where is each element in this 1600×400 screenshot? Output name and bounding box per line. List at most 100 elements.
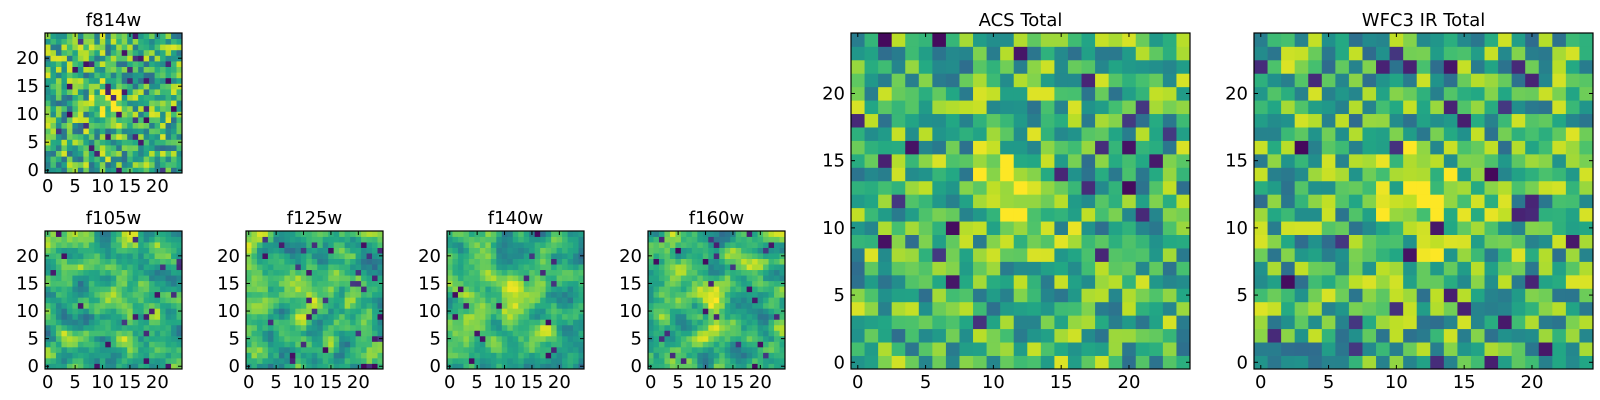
heatmap-cell xyxy=(1335,33,1350,47)
heatmap-cell xyxy=(959,315,974,330)
heatmap-cell xyxy=(768,297,775,304)
heatmap-cell xyxy=(648,302,654,309)
heatmap-cell xyxy=(551,352,557,359)
heatmap-cell xyxy=(165,72,172,79)
heatmap-cell xyxy=(1457,86,1472,101)
heatmap-cell xyxy=(864,140,879,155)
heatmap-cell xyxy=(45,77,51,84)
heatmap-cell xyxy=(468,247,475,254)
heatmap-cell xyxy=(1443,355,1458,370)
heatmap-cell xyxy=(171,357,177,364)
heatmap-cell xyxy=(686,346,693,353)
heatmap-cell xyxy=(1565,315,1580,330)
heatmap-cell xyxy=(658,231,665,237)
heatmap-cell xyxy=(713,247,720,254)
heatmap-cell xyxy=(551,297,557,304)
heatmap-cell xyxy=(540,247,547,254)
heatmap-cell xyxy=(251,269,258,276)
heatmap-cell xyxy=(653,247,660,254)
heatmap-cell xyxy=(1254,180,1268,195)
heatmap-cell xyxy=(932,261,947,276)
heatmap-cell xyxy=(1027,180,1042,195)
heatmap-cell xyxy=(127,302,134,309)
heatmap-cell xyxy=(116,247,123,254)
heatmap-cell xyxy=(372,352,378,359)
heatmap-cell xyxy=(171,145,177,151)
heatmap-cell xyxy=(891,221,906,235)
heatmap-cell xyxy=(1294,73,1309,88)
heatmap-cell xyxy=(339,363,346,370)
heatmap-cell xyxy=(851,46,865,61)
heatmap-cell xyxy=(83,100,90,107)
heatmap-cell xyxy=(154,100,161,107)
heatmap-cell xyxy=(83,324,90,331)
heatmap-cell xyxy=(562,286,568,293)
heatmap-cell xyxy=(680,335,687,342)
heatmap-cell xyxy=(702,297,709,304)
heatmap-cell xyxy=(1267,355,1282,370)
heatmap-cell xyxy=(61,302,68,309)
heatmap-cell xyxy=(72,122,79,129)
heatmap-cell xyxy=(463,346,470,353)
heatmap-cell xyxy=(932,140,947,155)
heatmap-cell xyxy=(1108,288,1123,303)
heatmap-cell xyxy=(300,297,307,304)
heatmap-cell xyxy=(1525,127,1540,141)
heatmap-cell xyxy=(768,308,775,315)
heatmap-cell xyxy=(675,313,682,320)
heatmap-cell xyxy=(50,280,57,287)
heatmap-cell xyxy=(1081,46,1096,61)
heatmap-cell xyxy=(490,319,497,326)
heatmap-cell xyxy=(116,302,123,309)
heatmap-cell xyxy=(1000,315,1015,330)
heatmap-cell xyxy=(1122,221,1137,235)
heatmap-cell xyxy=(468,264,475,271)
heatmap-cell xyxy=(1135,274,1150,289)
heatmap-cell xyxy=(116,83,123,90)
heatmap-cell xyxy=(88,258,95,265)
heatmap-cell xyxy=(1135,328,1150,343)
heatmap-cell xyxy=(110,156,117,163)
heatmap-cell xyxy=(66,313,73,320)
heatmap-cell xyxy=(708,357,715,364)
heatmap-cell xyxy=(171,324,177,331)
heatmap-cell xyxy=(697,363,704,370)
heatmap-cell xyxy=(1321,221,1336,235)
heatmap-cell xyxy=(311,258,318,265)
heatmap-cell xyxy=(1579,234,1594,249)
heatmap-cell xyxy=(774,324,780,331)
heatmap-cell xyxy=(653,231,660,237)
heatmap-cell xyxy=(1081,86,1096,101)
heatmap-cell xyxy=(741,264,748,271)
heatmap-cell xyxy=(246,319,252,326)
heatmap-cell xyxy=(143,105,150,112)
heatmap-cell xyxy=(556,291,563,298)
heatmap-cell xyxy=(300,330,307,337)
heatmap-cell xyxy=(702,308,709,315)
heatmap-cell xyxy=(1362,248,1377,262)
y-tick-label: 10 xyxy=(217,301,240,322)
heatmap-cell xyxy=(110,38,117,45)
heatmap-cell xyxy=(669,247,676,254)
heatmap-cell xyxy=(1552,355,1567,370)
heatmap-cell xyxy=(77,77,84,84)
heatmap-cell xyxy=(1470,113,1485,128)
heatmap-cell xyxy=(50,72,57,79)
heatmap-cell xyxy=(1321,355,1336,370)
heatmap-cell xyxy=(88,72,95,79)
heatmap-cell xyxy=(1389,342,1404,356)
heatmap-cell xyxy=(452,269,459,276)
heatmap-cell xyxy=(1443,234,1458,249)
heatmap-cell xyxy=(138,105,145,112)
heatmap-cell xyxy=(474,346,481,353)
heatmap-cell xyxy=(300,341,307,348)
heatmap-cell xyxy=(333,258,340,265)
heatmap-cell xyxy=(730,269,737,276)
heatmap-cell xyxy=(77,117,84,123)
heatmap-cell xyxy=(932,153,947,168)
heatmap-cell xyxy=(891,86,906,101)
heatmap-cell xyxy=(523,302,530,309)
heatmap-cell xyxy=(735,313,742,320)
heatmap-cell xyxy=(88,253,95,259)
heatmap-cell xyxy=(121,44,128,51)
